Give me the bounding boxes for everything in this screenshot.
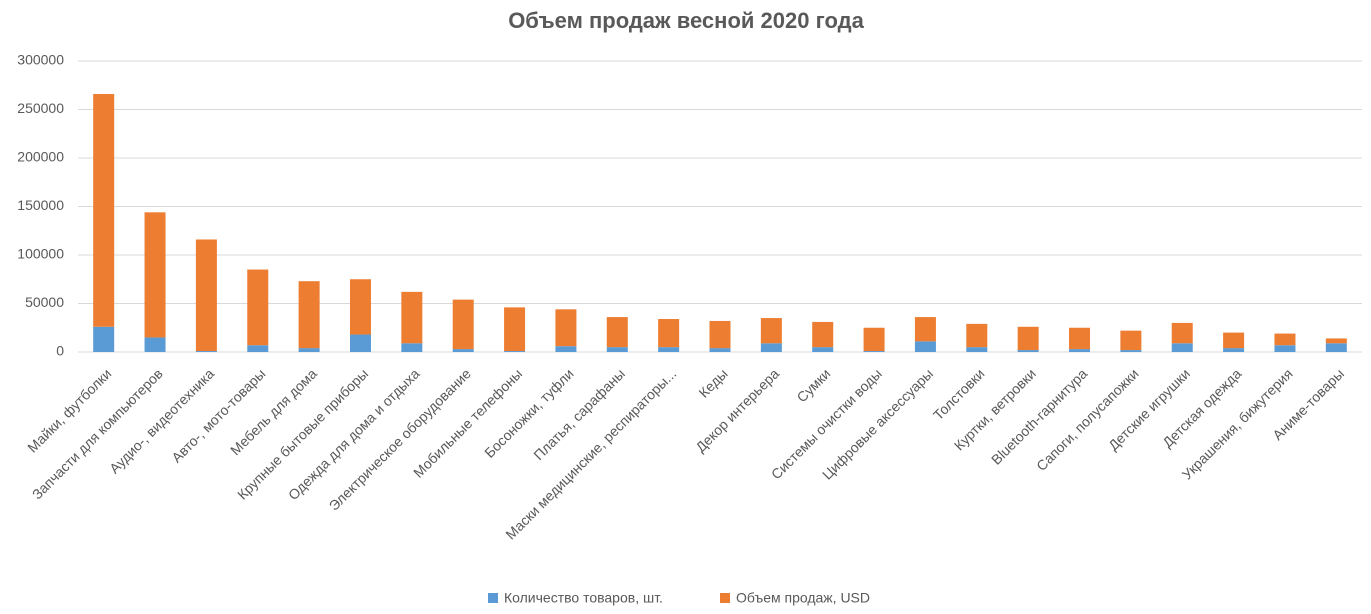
bar-segment [914,317,936,342]
bar-segment [144,212,166,338]
bar-segment [247,269,269,346]
bar-segment [401,343,423,352]
bar-segment [1120,330,1142,351]
bar-segment [452,349,474,352]
bar-segment [658,319,680,348]
y-tick-label: 50000 [25,294,64,310]
bar-segment [504,307,526,352]
bar-segment [195,239,217,352]
bar-segment [504,351,526,352]
y-tick-label: 200000 [17,149,64,165]
bar-segment [1120,350,1142,352]
x-tick-label: Сумки [793,365,833,405]
bar-segment [966,323,988,348]
x-tick-label: Мебель для дома [227,365,320,458]
x-tick-label: Платья, сарафаны [530,365,628,463]
x-tick-label: Сапоги, полусапожки [1033,365,1142,474]
bar-segment [93,326,115,352]
legend-label: Количество товаров, шт. [504,590,663,606]
bar-segment [1171,322,1193,344]
bar-segment [709,348,731,352]
y-tick-label: 250000 [17,100,64,116]
bar-segment [1017,326,1039,351]
bar-segment [658,347,680,352]
bar-segment [1017,350,1039,352]
legend-swatch [488,593,498,603]
bar-segment [555,346,577,352]
bar-segment [812,321,834,348]
bar-segment [1274,333,1296,346]
bar-segment [401,291,423,344]
bar-segment [298,348,320,352]
bar-segment [555,309,577,347]
y-tick-label: 150000 [17,197,64,213]
bar-segment [709,320,731,349]
bar-segment [247,345,269,352]
x-tick-label: Босоножки, туфли [481,365,576,460]
bar-segment [1223,332,1245,349]
y-tick-label: 100000 [17,246,64,262]
chart-title: Объем продаж весной 2020 года [508,8,864,33]
bar-segment [1325,343,1347,352]
x-tick-label: Авто-, мото-товары [168,365,268,465]
bar-segment [966,347,988,352]
bar-segment [1274,345,1296,352]
bar-segment [863,327,885,352]
bar-segment [760,318,782,344]
x-tick-label: Кеды [695,365,730,400]
bar-segment [298,281,320,349]
bar-segment [606,347,628,352]
bar-segment [606,317,628,348]
bar-segment [914,341,936,352]
legend-swatch [720,593,730,603]
legend-label: Объем продаж, USD [736,590,870,606]
bar-segment [349,334,371,352]
bar-segment [93,93,115,327]
bar-segment [863,351,885,352]
bar-segment [1069,349,1091,352]
y-tick-label: 0 [56,343,64,359]
bar-segment [1171,343,1193,352]
bar-segment [760,343,782,352]
bar-segment [812,347,834,352]
bar-segment [1325,338,1347,344]
bar-segment [1223,348,1245,352]
x-tick-label: Bluetooth-гарнитура [988,365,1090,467]
bar-segment [195,351,217,352]
bar-segment [1069,327,1091,350]
bar-segment [144,337,166,352]
x-tick-label: Майки, футболки [24,365,114,455]
bar-segment [452,299,474,350]
y-tick-label: 300000 [17,52,64,68]
bar-segment [349,279,371,335]
